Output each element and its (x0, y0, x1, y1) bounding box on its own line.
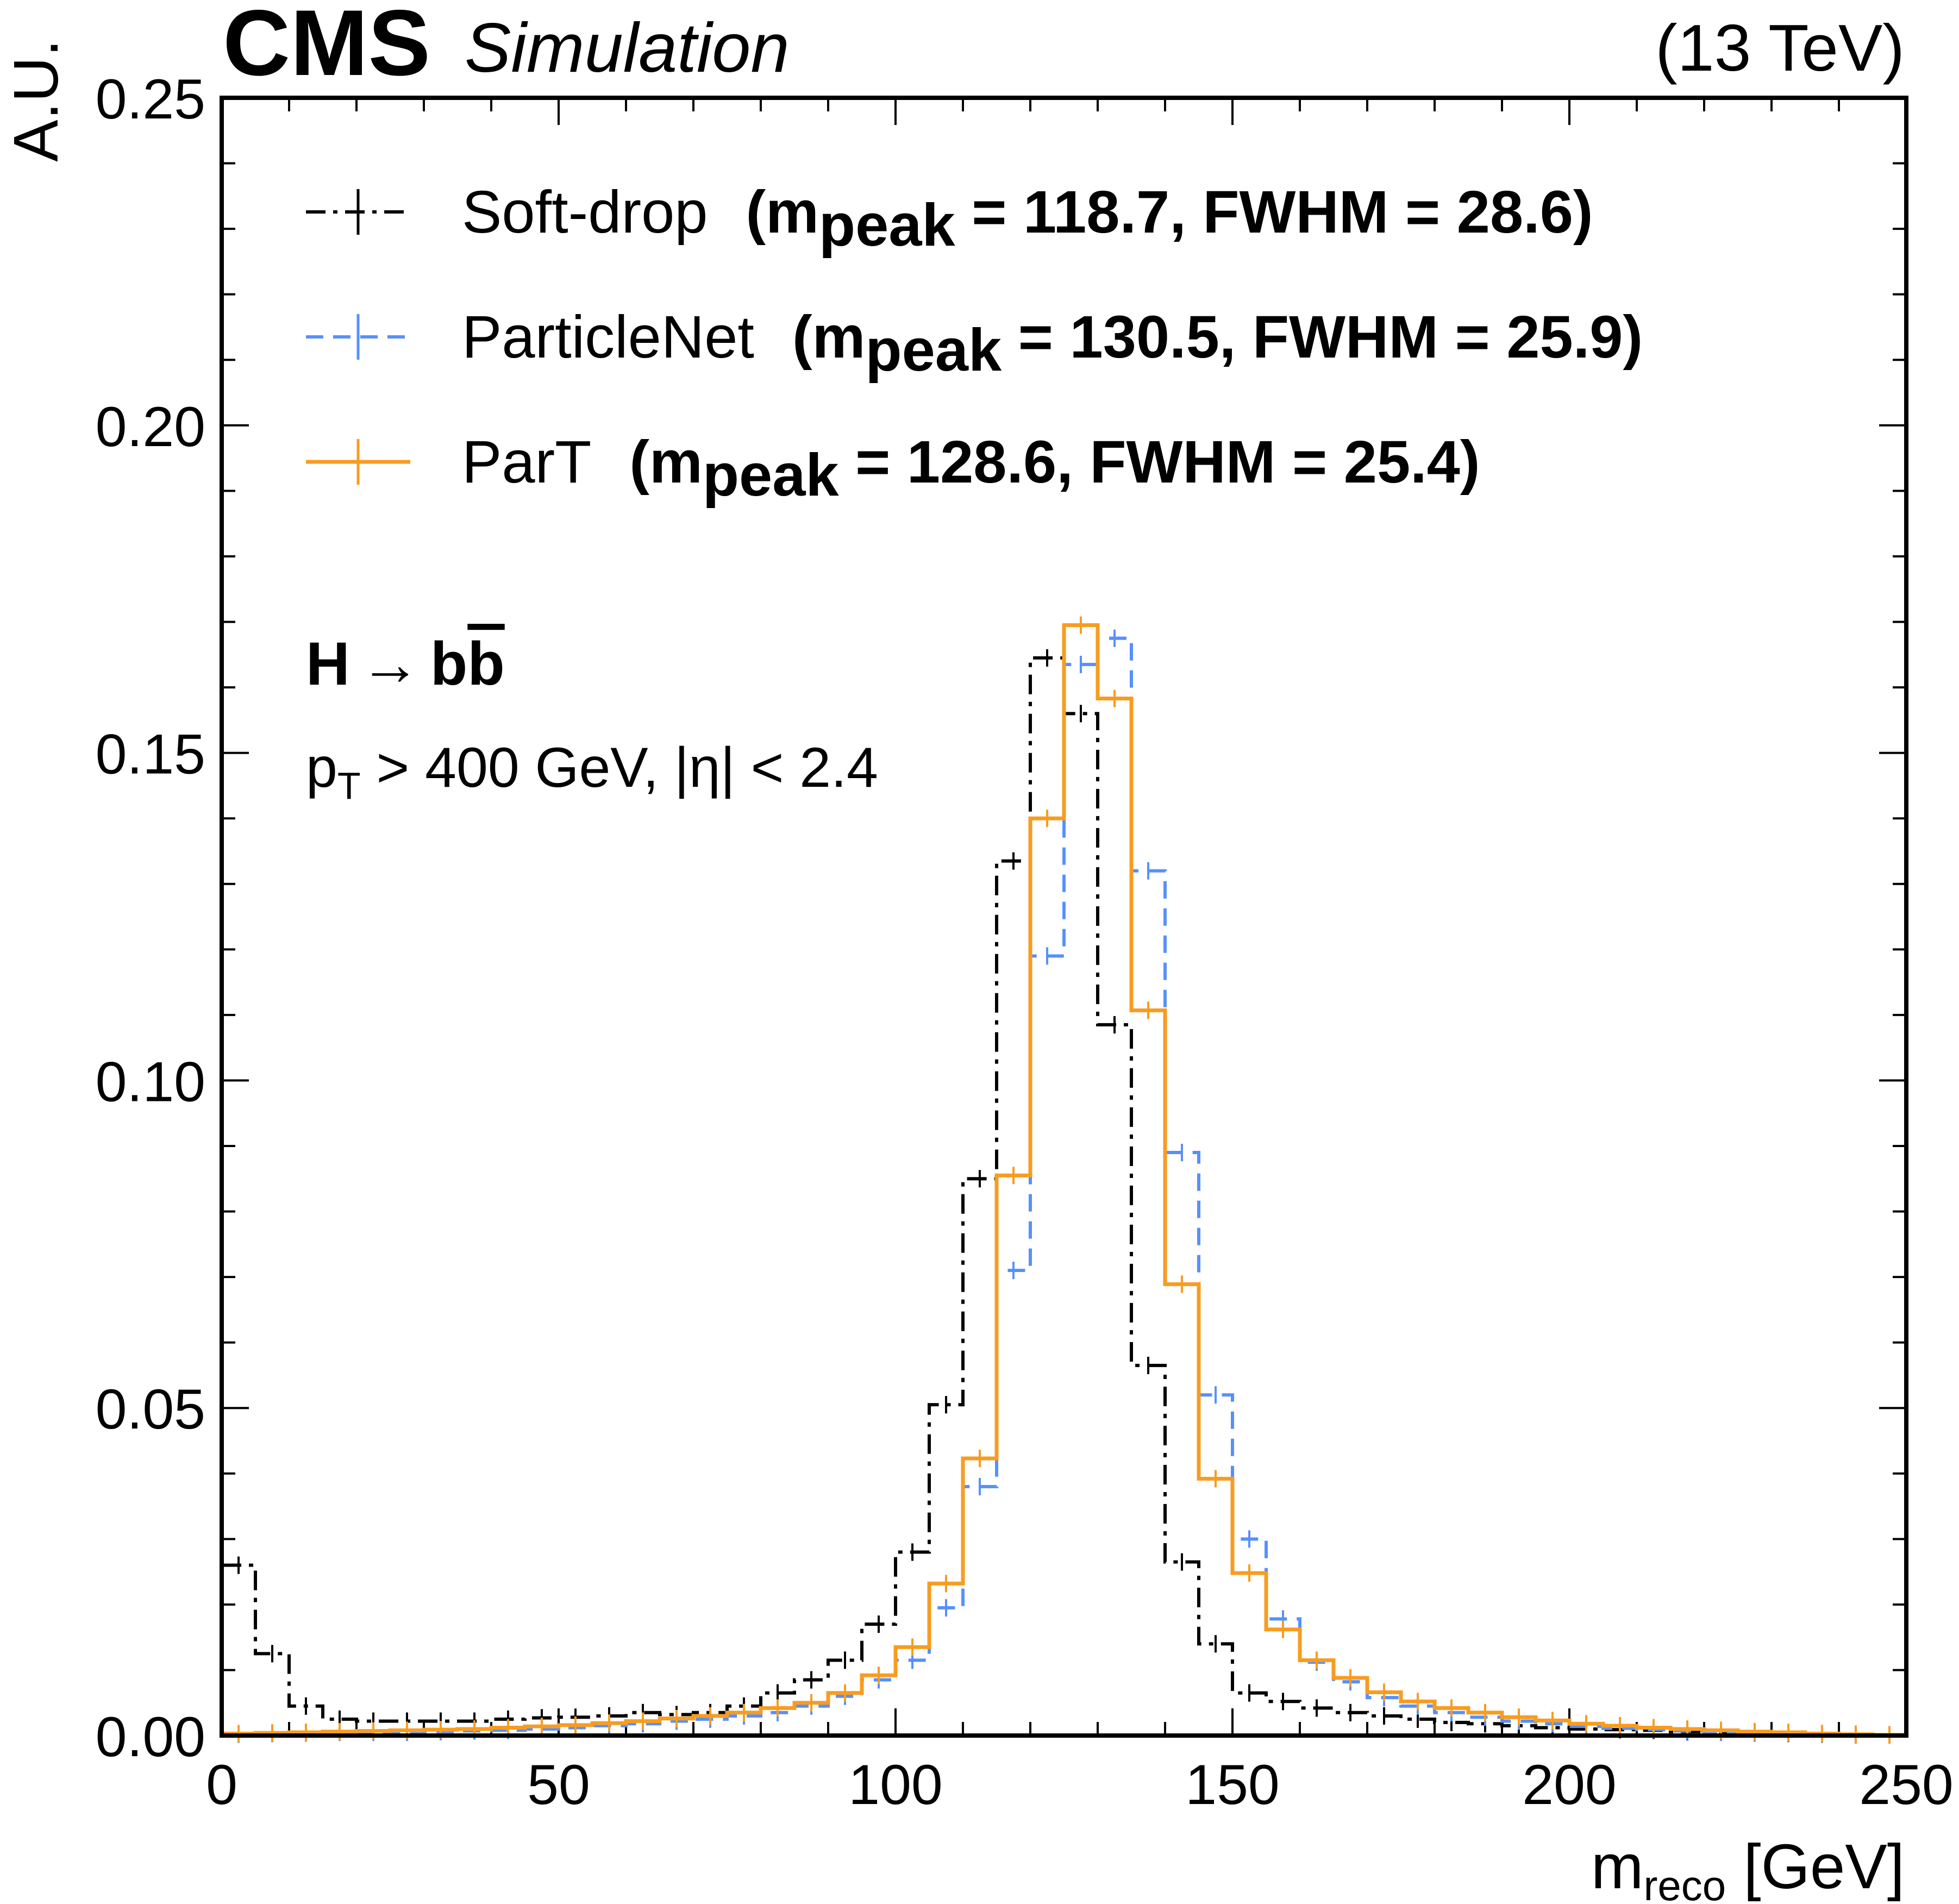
legend-label: ParT (mpeak = 128.6, FWHM = 25.4) (462, 429, 1480, 509)
legend-entry: ParticleNet (mpeak = 130.5, FWHM = 25.9) (306, 304, 1643, 384)
x-tick-label: 0 (206, 1753, 237, 1817)
plot-frame (220, 96, 1908, 1738)
status-label: Simulation (465, 9, 790, 87)
histogram-series (222, 616, 1906, 1744)
y-axis-label: A.U. (1, 39, 71, 162)
y-tick-label: 0.10 (96, 1050, 205, 1113)
experiment-label: CMS (223, 0, 430, 95)
x-tick-label: 150 (1185, 1753, 1280, 1817)
x-tick-label: 50 (527, 1753, 590, 1817)
y-tick-label: 0.00 (96, 1706, 205, 1769)
y-tick-label: 0.20 (96, 396, 205, 459)
legend-entry: ParT (mpeak = 128.6, FWHM = 25.4) (306, 429, 1480, 509)
legend: Soft-drop (mpeak = 118.7, FWHM = 28.6) Par… (306, 179, 1643, 509)
y-tick-labels: 0.00 0.05 0.10 0.15 0.20 0.25 (96, 68, 205, 1769)
legend-entry: Soft-drop (mpeak = 118.7, FWHM = 28.6) (306, 179, 1593, 259)
x-tick-label: 100 (848, 1753, 943, 1817)
x-tick-label: 200 (1522, 1753, 1617, 1817)
cuts-annotation: pT > 400 GeV, |η| < 2.4 (306, 736, 878, 807)
process-annotation: H → bb (306, 630, 505, 698)
y-tick-label: 0.25 (96, 68, 205, 131)
x-tick-label: 250 (1859, 1753, 1954, 1817)
y-tick-label: 0.15 (96, 723, 205, 786)
energy-label: (13 TeV) (1655, 11, 1905, 85)
legend-label: ParticleNet (mpeak = 130.5, FWHM = 25.9) (462, 304, 1643, 384)
y-tick-label: 0.05 (96, 1378, 205, 1441)
x-axis-label: mreco [GeV] (1591, 1831, 1905, 1904)
x-tick-labels: 0 50 100 150 200 250 (206, 1753, 1954, 1817)
legend-label: Soft-drop (mpeak = 118.7, FWHM = 28.6) (462, 179, 1593, 259)
